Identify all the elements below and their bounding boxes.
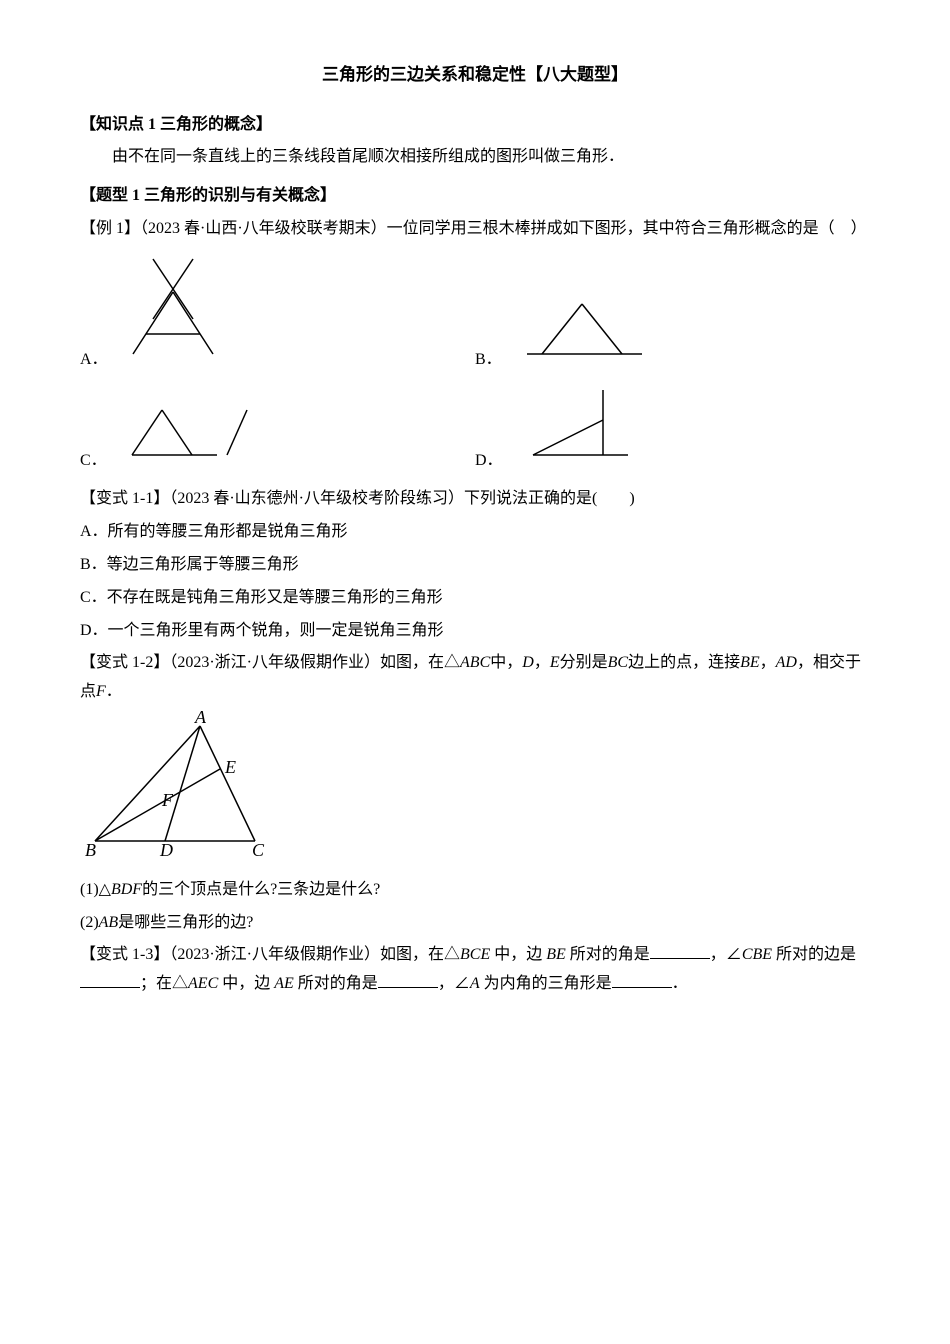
- v12-b: 中，: [490, 654, 522, 671]
- diagram-d-icon: [513, 385, 643, 476]
- label-b: B．: [475, 346, 502, 375]
- v13-ae: AE: [274, 975, 294, 992]
- variant11-text: 【变式 1-1】（2023 春·山东德州·八年级校考阶段练习）下列说法正确的是(…: [80, 485, 870, 514]
- v13-8: 所对的角是: [294, 975, 378, 992]
- v12-d: 分别是: [560, 654, 608, 671]
- v12-f: ，: [760, 654, 776, 671]
- svg-text:B: B: [85, 840, 96, 860]
- v13-3: 所对的角是: [566, 946, 650, 963]
- variant12-text: 【变式 1-2】（2023·浙江·八年级假期作业）如图，在△ABC中，D，E分别…: [80, 649, 870, 707]
- variant12-q1: (1)△BDF的三个顶点是什么?三条边是什么?: [80, 876, 870, 905]
- variant11-a: A．所有的等腰三角形都是锐角三角形: [80, 518, 870, 547]
- page-title: 三角形的三边关系和稳定性【八大题型】: [80, 60, 870, 91]
- v13-a: A: [470, 975, 480, 992]
- v13-11: ．: [672, 975, 688, 992]
- blank-1: [650, 942, 710, 959]
- blank-3: [378, 971, 438, 988]
- v12q2b: 是哪些三角形的边?: [118, 914, 253, 931]
- options-row-2: C． D．: [80, 385, 870, 476]
- v12-c: ，: [534, 654, 550, 671]
- variant12-q2: (2)AB是哪些三角形的边?: [80, 909, 870, 938]
- svg-text:C: C: [252, 840, 265, 860]
- variant11-c: C．不存在既是钝角三角形又是等腰三角形的三角形: [80, 584, 870, 613]
- svg-text:D: D: [159, 840, 173, 860]
- v12q2a: (2): [80, 914, 99, 931]
- v13-1: 【变式 1-3】（2023·浙江·八年级假期作业）如图，在△: [80, 946, 460, 963]
- v12-h: ．: [106, 683, 122, 700]
- v13-2: 中，边: [490, 946, 546, 963]
- variant11-b: B．等边三角形属于等腰三角形: [80, 551, 870, 580]
- option-a: A．: [80, 254, 475, 375]
- v13-5: 所对的边是: [772, 946, 856, 963]
- v12-e: 边上的点，连接: [628, 654, 740, 671]
- section1-content: 由不在同一条直线上的三条线段首尾顺次相接所组成的图形叫做三角形．: [80, 143, 870, 172]
- v12q1a: (1): [80, 881, 99, 898]
- v13-bce: BCE: [460, 946, 490, 963]
- options-row-1: A． B．: [80, 254, 870, 375]
- blank-2: [80, 971, 140, 988]
- label-a: A．: [80, 346, 108, 375]
- svg-text:E: E: [224, 757, 236, 777]
- v13-6: ；在△: [140, 975, 188, 992]
- label-c: C．: [80, 447, 107, 476]
- option-c: C．: [80, 400, 475, 476]
- variant11-d: D．一个三角形里有两个锐角，则一定是锐角三角形: [80, 617, 870, 646]
- example1-text: 【例 1】（2023 春·山西·八年级校联考期末）一位同学用三根木棒拼成如下图形…: [80, 215, 870, 244]
- v12q1b: 的三个顶点是什么?三条边是什么?: [142, 881, 380, 898]
- option-d: D．: [475, 385, 870, 476]
- v13-cbe: CBE: [742, 946, 772, 963]
- variant13-text: 【变式 1-3】（2023·浙江·八年级假期作业）如图，在△BCE 中，边 BE…: [80, 941, 870, 999]
- v13-7: 中，边: [218, 975, 274, 992]
- blank-4: [612, 971, 672, 988]
- option-b: B．: [475, 294, 870, 375]
- v12-a: 【变式 1-2】（2023·浙江·八年级假期作业）如图，在: [80, 654, 444, 671]
- v13-aec: AEC: [188, 975, 218, 992]
- v13-4: ，∠: [710, 946, 742, 963]
- v13-9: ，∠: [438, 975, 470, 992]
- diagram-b-icon: [512, 294, 652, 375]
- diagram-a-icon: [118, 254, 238, 375]
- section1-heading: 【知识点 1 三角形的概念】: [80, 111, 870, 140]
- variant12-diagram: A B C D E F: [80, 711, 870, 872]
- svg-text:A: A: [194, 711, 207, 727]
- v13-10: 为内角的三角形是: [480, 975, 612, 992]
- diagram-c-icon: [117, 400, 277, 476]
- v13-be: BE: [546, 946, 566, 963]
- svg-text:F: F: [161, 790, 174, 810]
- label-d: D．: [475, 447, 503, 476]
- section2-heading: 【题型 1 三角形的识别与有关概念】: [80, 182, 870, 211]
